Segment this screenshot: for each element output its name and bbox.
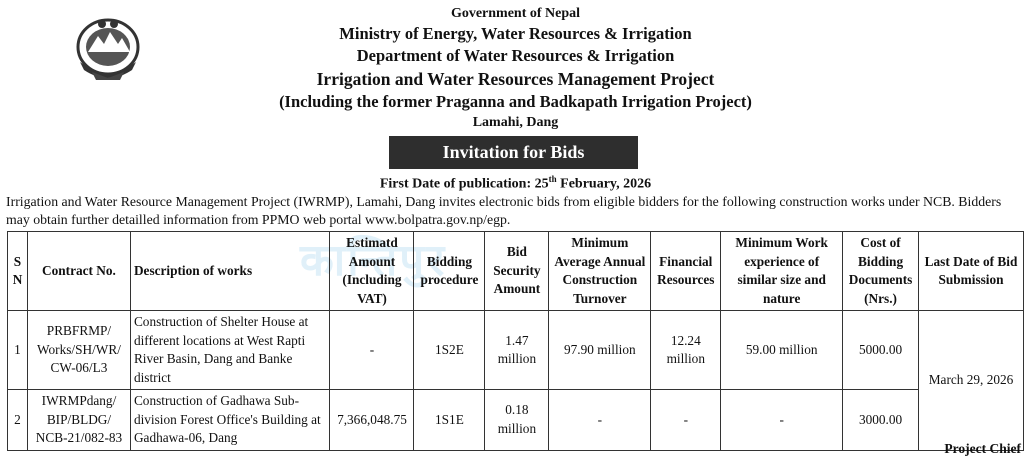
cell-document-cost: 3000.00 — [842, 389, 920, 451]
bids-table: S N Contract No. Description of works Es… — [7, 231, 1024, 451]
cell-turnover: 97.90 million — [548, 310, 652, 390]
cell-description: Construction of Gadhawa Sub-division For… — [129, 389, 331, 451]
cell-estimated-amount: 7,366,048.75 — [329, 389, 415, 451]
signature: Project Chief — [944, 441, 1021, 456]
notice-title: Invitation for Bids — [389, 136, 638, 169]
cell-bid-security: 1.47 million — [484, 310, 550, 390]
header-last-date: Last Date of Bid Submission — [918, 231, 1024, 311]
cell-bidding-procedure: 1S1E — [413, 389, 486, 451]
header-description: Description of works — [129, 231, 331, 311]
cell-financial-resources: 12.24 million — [650, 310, 722, 390]
intro-paragraph: Irrigation and Water Resource Management… — [6, 194, 1002, 227]
header-bidding-procedure: Bidding procedure — [413, 231, 486, 311]
publication-label: First Date of publication: 25 — [379, 176, 549, 192]
cell-document-cost: 5000.00 — [842, 310, 920, 390]
cell-contract-no: PRBFRMP/ Works/SH/WR/ CW-06/L3 — [26, 310, 131, 390]
publication-date-rest: February, 2026 — [556, 176, 652, 192]
header-work-experience: Minimum Work experience of similar size … — [720, 231, 844, 311]
cell-turnover: - — [548, 389, 652, 451]
table-row: 1 PRBFRMP/ Works/SH/WR/ CW-06/L3 Constru… — [7, 310, 1024, 451]
header-bid-security: Bid Security Amount — [484, 231, 550, 311]
publication-date: First Date of publication: 25th February… — [0, 174, 1031, 193]
cell-last-date: March 29, 2026 — [918, 310, 1024, 451]
government-name: Government of Nepal — [450, 6, 581, 21]
nepal-emblem-icon — [72, 14, 144, 84]
table-header-row: S N Contract No. Description of works Es… — [7, 231, 1024, 311]
cell-contract-no: IWRMPdang/ BIP/BLDG/ NCB-21/082-83 — [26, 389, 131, 451]
ministry-name: Ministry of Energy, Water Resources & Ir… — [339, 24, 692, 43]
header-document-cost: Cost of Bidding Documents (Nrs.) — [842, 231, 920, 311]
cell-work-experience: - — [720, 389, 844, 451]
publication-suffix: th — [548, 174, 557, 184]
cell-financial-resources: - — [650, 389, 722, 451]
cell-bid-security: 0.18 million — [484, 389, 550, 451]
cell-sn: 2 — [7, 389, 28, 451]
cell-work-experience: 59.00 million — [720, 310, 844, 390]
project-note: (Including the former Praganna and Badka… — [279, 92, 752, 111]
header-sn: S N — [7, 231, 28, 311]
header-turnover: Minimum Average Annual Construction Turn… — [548, 231, 652, 311]
table-row: 2 IWRMPdang/ BIP/BLDG/ NCB-21/082-83 Con… — [7, 389, 1024, 451]
cell-estimated-amount: - — [329, 310, 415, 390]
project-name: Irrigation and Water Resources Managemen… — [316, 69, 715, 89]
cell-sn: 1 — [7, 310, 28, 390]
header-financial-resources: Financial Resources — [650, 231, 722, 311]
office-location: Lamahi, Dang — [472, 115, 559, 130]
department-name: Department of Water Resources & Irrigati… — [356, 46, 675, 65]
letterhead: Government of Nepal Ministry of Energy, … — [0, 4, 1031, 133]
header-contract-no: Contract No. — [26, 231, 131, 311]
cell-bidding-procedure: 1S2E — [413, 310, 486, 390]
cell-description: Construction of Shelter House at differe… — [129, 310, 331, 390]
header-estimated-amount: Estimatd Amount (Including VAT) — [329, 231, 415, 311]
